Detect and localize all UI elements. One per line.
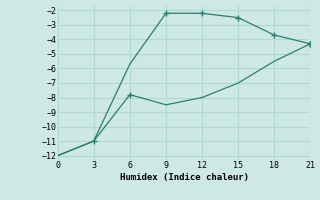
X-axis label: Humidex (Indice chaleur): Humidex (Indice chaleur)	[119, 173, 249, 182]
